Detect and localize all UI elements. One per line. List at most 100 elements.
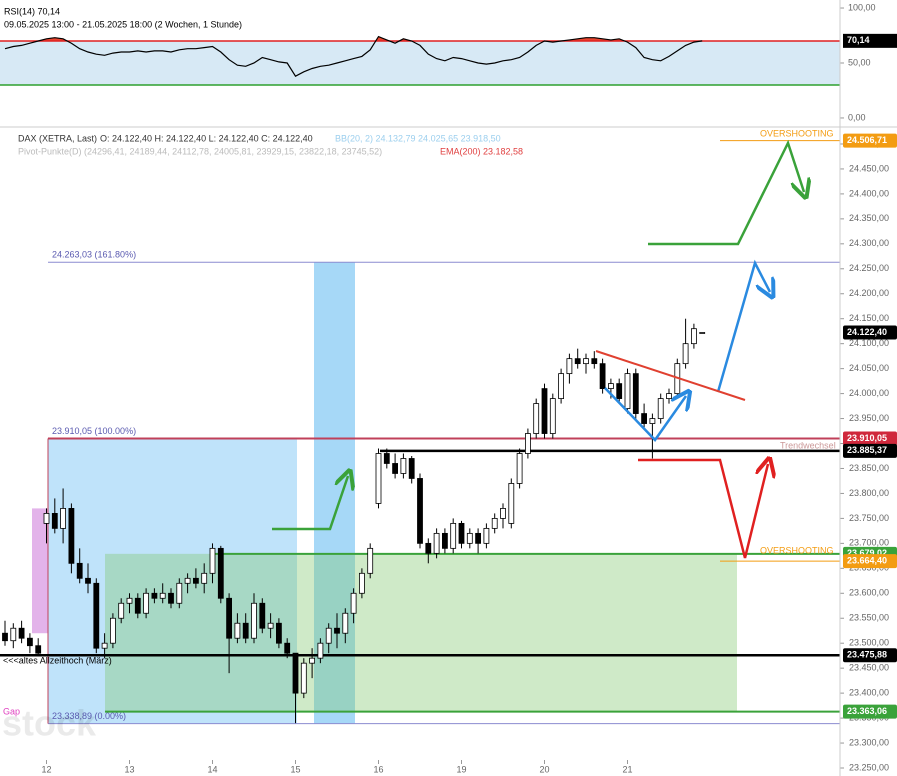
candle-body [541, 388, 548, 434]
price-box [843, 325, 897, 340]
candle-body [375, 453, 382, 504]
candle-body [309, 657, 316, 664]
candle-body [251, 602, 257, 639]
y-tick-label: 23.700,00 [849, 538, 889, 548]
candle-body [292, 652, 299, 694]
gap-zone [32, 508, 48, 634]
candle-body [284, 642, 291, 654]
candle-body [126, 597, 133, 604]
candle-body [599, 363, 606, 389]
price-box [843, 554, 897, 569]
candle-body [433, 532, 440, 554]
y-tick-label: 24.450,00 [849, 163, 889, 173]
annotation: Gap [3, 706, 20, 716]
ema-label: EMA(200) 23.182,58 [440, 146, 523, 156]
fib-label: 23.910,05 (100.00%) [52, 426, 136, 436]
trendline [595, 350, 746, 401]
arrow [716, 259, 770, 393]
x-tick-label: 16 [373, 764, 383, 774]
y-tick-label: 100,00 [848, 2, 876, 12]
candle-body [2, 632, 8, 642]
candle-body [400, 458, 407, 474]
candle-body [93, 582, 100, 649]
arrow [272, 476, 348, 531]
price-box [843, 443, 897, 458]
candle-body [458, 522, 465, 544]
y-tick-label: 23.400,00 [849, 688, 889, 698]
candle-body [18, 627, 25, 639]
arrow [604, 388, 686, 442]
y-tick-label: 24.400,00 [849, 188, 889, 198]
candle-body [558, 373, 564, 399]
price-box-label: 24.506,71 [847, 135, 887, 145]
y-tick-label: 50,00 [848, 57, 871, 67]
candle-body [267, 622, 274, 629]
annotation: OVERSHOOTING [760, 128, 834, 138]
y-tick-label: 23.550,00 [849, 613, 889, 623]
price-box-label: 24.122,40 [847, 327, 887, 337]
candle-body [242, 622, 249, 639]
price-box [843, 133, 897, 148]
candle-body [342, 612, 349, 634]
candle-body [591, 358, 598, 365]
y-tick-label: 0,00 [848, 112, 866, 122]
ohlc-label: O: 24.122,40 H: 24.122,40 L: 24.122,40 C… [100, 133, 313, 143]
candle-body [383, 453, 390, 464]
candle-body [583, 358, 589, 365]
candle-body [425, 542, 432, 554]
candle-body [699, 332, 706, 334]
candle-body [275, 622, 282, 644]
candle-body [500, 508, 506, 519]
candle-body [300, 662, 307, 694]
fib-label: 23.338,89 (0.00%) [52, 711, 126, 721]
y-tick-label: 24.100,00 [849, 338, 889, 348]
y-tick-label: 23.750,00 [849, 513, 889, 523]
candle-body [392, 463, 399, 474]
candle-body [101, 642, 108, 649]
candle-body [110, 617, 116, 644]
candle-body [483, 527, 490, 544]
price-box-label: 23.910,05 [847, 433, 887, 443]
price-box [843, 704, 897, 719]
candle-body [60, 508, 66, 529]
rsi-line [4, 35, 703, 77]
candle-body [649, 418, 656, 424]
price-box-label: 23.363,06 [847, 706, 887, 716]
price-box [843, 648, 897, 663]
candle-body [134, 597, 141, 614]
candle-body [234, 622, 241, 639]
candle-body [516, 453, 523, 484]
pivot-label: Pivot-Punkte(D) (24296,41, 24189,44, 241… [18, 146, 382, 156]
y-tick-label: 24.150,00 [849, 313, 889, 323]
candle-body [143, 592, 150, 614]
candle-body [566, 358, 573, 375]
candle-body [624, 373, 631, 409]
candle-body [68, 508, 75, 564]
y-tick-label: 23.500,00 [849, 638, 889, 648]
x-tick-label: 21 [622, 764, 632, 774]
y-tick-label: 23.950,00 [849, 413, 889, 423]
price-box [843, 431, 897, 446]
rsi-band [0, 41, 840, 85]
value-box-label: 70,14 [847, 35, 870, 45]
candle-body [350, 592, 357, 614]
candle-body [168, 592, 174, 604]
candle-body [317, 642, 324, 659]
y-tick-label: 24.300,00 [849, 238, 889, 248]
candle-body [358, 572, 365, 594]
candle-body [691, 328, 697, 345]
candle-body [417, 478, 423, 544]
x-tick-label: 19 [456, 764, 466, 774]
candle-body [525, 433, 531, 454]
y-tick-label: 23.600,00 [849, 588, 889, 598]
candle-body [657, 398, 664, 419]
candle-body [51, 513, 58, 529]
candle-body [533, 403, 540, 434]
y-tick-label: 23.800,00 [849, 488, 889, 498]
candle-body [450, 522, 457, 549]
x-tick-label: 12 [41, 764, 51, 774]
y-tick-label: 23.250,00 [849, 762, 889, 772]
x-tick-label: 15 [290, 764, 300, 774]
candle-body [259, 602, 266, 629]
